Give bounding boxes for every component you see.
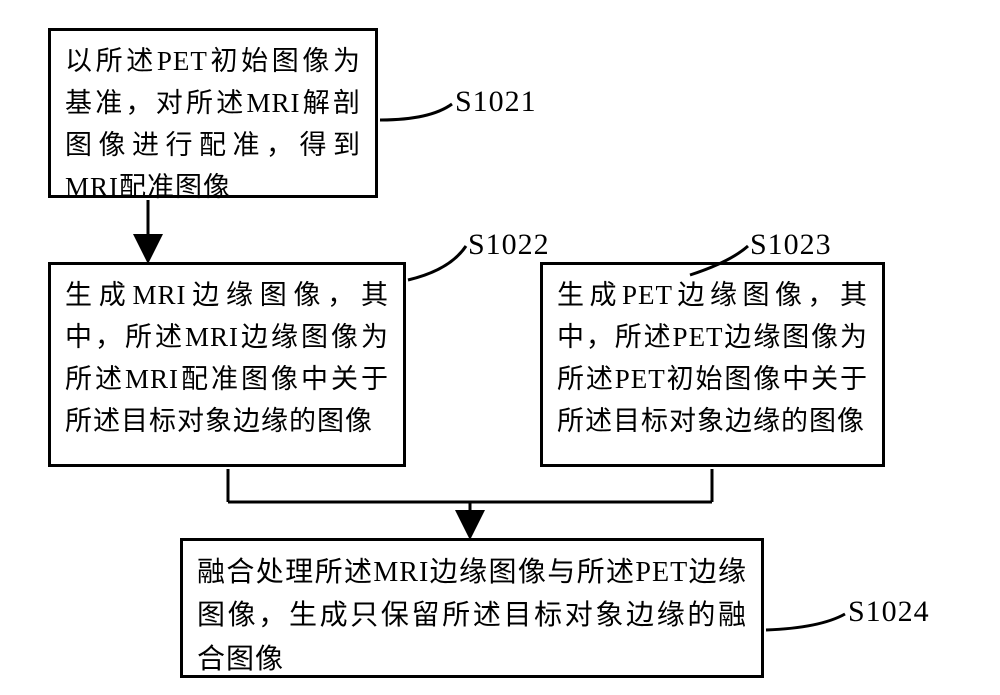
- flow-box-s1022: 生成MRI边缘图像，其中，所述MRI边缘图像为所述MRI配准图像中关于所述目标对…: [48, 262, 406, 467]
- step-label-s1024: S1024: [848, 595, 930, 629]
- step-label-s1023: S1023: [750, 228, 832, 262]
- flow-box-s1023: 生成PET边缘图像，其中，所述PET边缘图像为所述PET初始图像中关于所述目标对…: [540, 262, 885, 467]
- leader-s1021: [380, 104, 452, 120]
- step-label-s1021: S1021: [455, 85, 537, 119]
- leader-s1022: [408, 246, 466, 280]
- leader-s1024: [766, 614, 845, 630]
- flow-box-s1024: 融合处理所述MRI边缘图像与所述PET边缘图像，生成只保留所述目标对象边缘的融合…: [180, 538, 764, 678]
- step-label-s1022: S1022: [468, 228, 550, 262]
- flow-box-s1021: 以所述PET初始图像为基准，对所述MRI解剖图像进行配准，得到MRI配准图像: [48, 28, 378, 198]
